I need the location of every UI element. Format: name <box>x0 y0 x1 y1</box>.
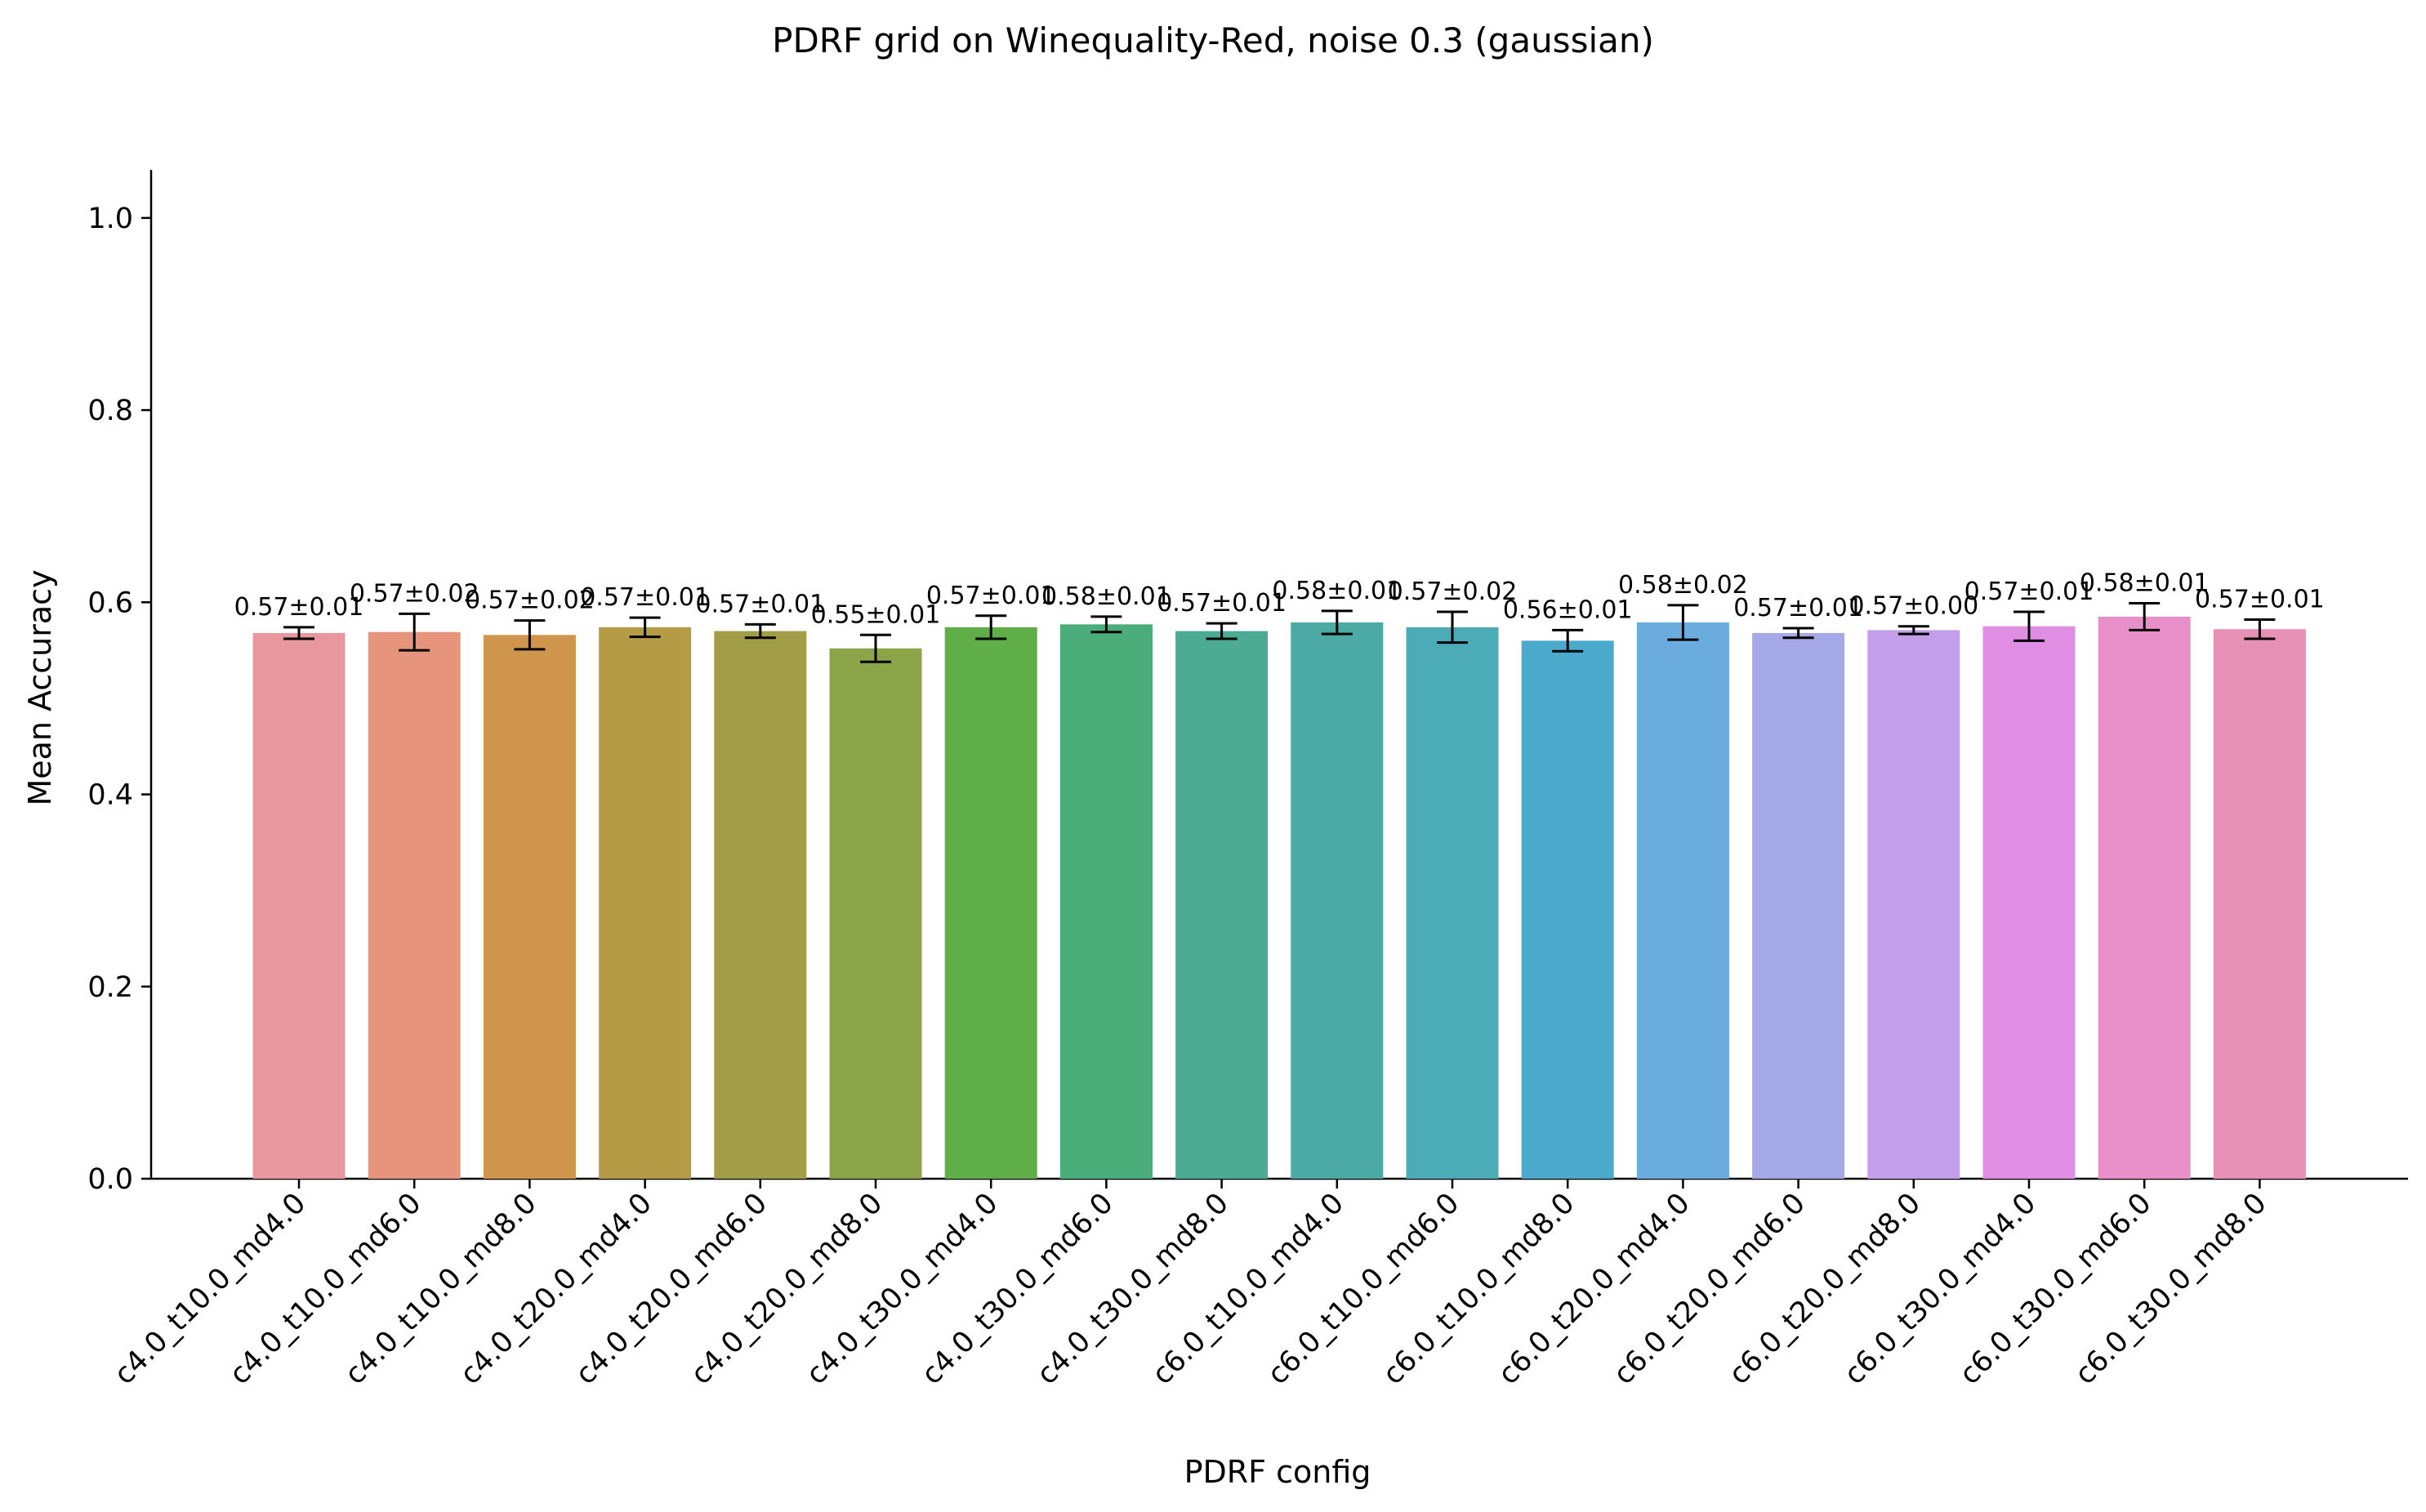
x-axis-label: PDRF config <box>1184 1454 1371 1490</box>
data-label: 0.57±0.02 <box>1388 578 1518 606</box>
y-tick-label: 1.0 <box>87 203 133 235</box>
data-label: 0.57±0.01 <box>926 582 1056 610</box>
y-tick-label: 0.6 <box>87 587 133 619</box>
data-label: 0.58±0.01 <box>1272 577 1402 605</box>
x-tick-label: c4.0_t20.0_md6.0 <box>569 1187 774 1391</box>
data-label: 0.57±0.01 <box>2195 585 2325 613</box>
data-label: 0.57±0.02 <box>465 587 595 615</box>
chart-title: PDRF grid on Winequality-Red, noise 0.3 … <box>772 20 1654 60</box>
x-tick-label: c4.0_t30.0_md8.0 <box>1031 1187 1235 1391</box>
x-tick-label: c6.0_t10.0_md8.0 <box>1377 1187 1581 1391</box>
bar <box>368 631 461 1179</box>
x-tick-label: c6.0_t10.0_md4.0 <box>1146 1187 1350 1391</box>
x-tick-label: c6.0_t20.0_md6.0 <box>1608 1187 1812 1391</box>
x-tick-label: c6.0_t30.0_md8.0 <box>2069 1187 2273 1391</box>
x-tick-label: c4.0_t10.0_md8.0 <box>339 1187 543 1391</box>
bar <box>1406 627 1499 1179</box>
data-label: 0.57±0.01 <box>1157 589 1287 618</box>
data-label: 0.58±0.01 <box>2080 569 2210 597</box>
x-tick-label: c4.0_t20.0_md4.0 <box>454 1187 658 1391</box>
x-tick-label: c4.0_t30.0_md4.0 <box>800 1187 1005 1391</box>
bar <box>483 635 576 1179</box>
bar <box>1175 631 1269 1179</box>
bar <box>1636 622 1729 1179</box>
data-label: 0.57±0.01 <box>580 583 710 612</box>
y-tick-label: 0.0 <box>87 1163 133 1196</box>
bar <box>1752 632 1845 1179</box>
x-tick-label: c6.0_t30.0_md4.0 <box>1838 1187 2042 1391</box>
data-label: 0.57±0.01 <box>1964 578 2094 606</box>
x-tick-label: c4.0_t10.0_md4.0 <box>108 1187 312 1391</box>
bar <box>1291 622 1384 1179</box>
x-tick-label: c4.0_t20.0_md8.0 <box>685 1187 889 1391</box>
bar <box>829 648 922 1179</box>
data-label: 0.57±0.00 <box>1848 592 1978 621</box>
x-tick-label: c6.0_t30.0_md6.0 <box>1954 1187 2158 1391</box>
y-tick-label: 0.2 <box>87 971 133 1004</box>
data-label: 0.58±0.02 <box>1618 571 1748 600</box>
bar <box>2213 629 2306 1179</box>
data-label: 0.57±0.02 <box>350 579 479 608</box>
bar <box>252 632 346 1179</box>
bar <box>599 627 692 1179</box>
bar <box>2098 616 2191 1179</box>
data-label: 0.57±0.01 <box>695 590 825 618</box>
x-tick-label: c6.0_t20.0_md8.0 <box>1723 1187 1927 1391</box>
y-axis-label: Mean Accuracy <box>22 569 58 805</box>
bar <box>1867 630 1960 1179</box>
x-tick-label: c6.0_t10.0_md6.0 <box>1261 1187 1465 1391</box>
bar <box>1059 624 1153 1179</box>
data-label: 0.55±0.01 <box>811 600 941 629</box>
x-tick-label: c4.0_t30.0_md6.0 <box>916 1187 1120 1391</box>
bar <box>1521 640 1614 1179</box>
x-tick-label: c4.0_t10.0_md6.0 <box>224 1187 428 1391</box>
y-tick-label: 0.8 <box>87 395 133 427</box>
bar <box>944 627 1037 1179</box>
data-label: 0.57±0.01 <box>1733 594 1863 622</box>
bar <box>714 631 807 1179</box>
plot-area: 0.0 0.2 0.4 0.6 0.8 1.0 0.57±0.01 c4.0_t10.0_md… <box>87 170 2408 1391</box>
data-label: 0.57±0.01 <box>234 593 364 622</box>
data-label: 0.56±0.01 <box>1503 595 1633 624</box>
y-tick-label: 0.4 <box>87 779 133 812</box>
bar <box>1982 626 2076 1179</box>
x-tick-label: c6.0_t20.0_md4.0 <box>1492 1187 1697 1391</box>
data-label: 0.58±0.01 <box>1041 582 1171 611</box>
